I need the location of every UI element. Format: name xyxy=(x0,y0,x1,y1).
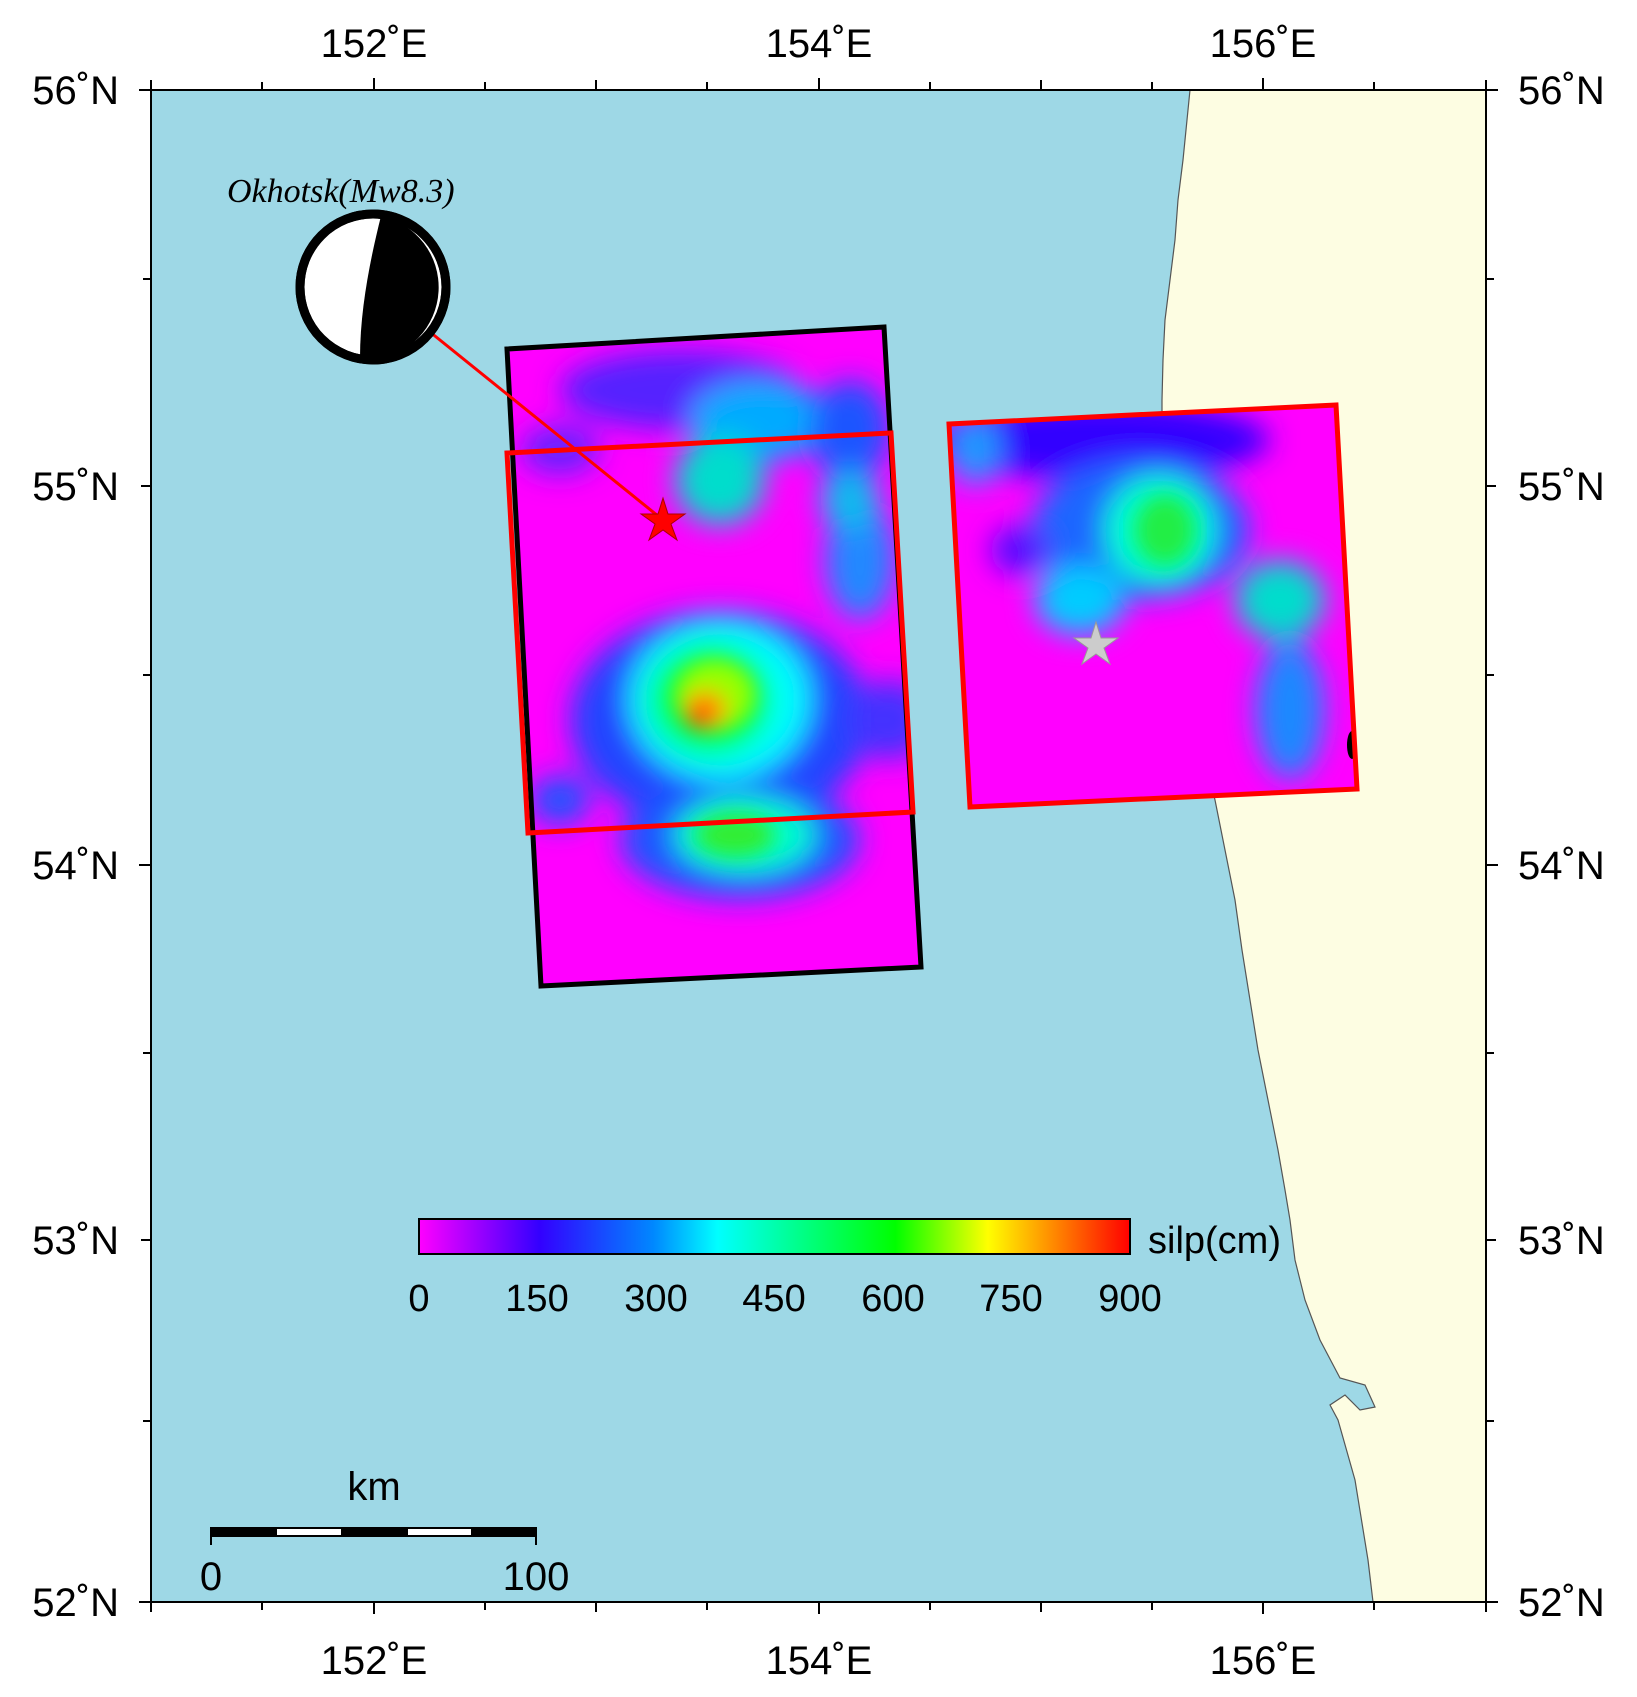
epicenter-star xyxy=(639,496,687,542)
lat-label-right-55: 55˚N xyxy=(1518,465,1605,509)
frame-ticks xyxy=(139,78,1498,1614)
colorbar-tick-450: 450 xyxy=(742,1278,805,1320)
lat-label-left-52: 52˚N xyxy=(32,1581,119,1625)
lat-label-right-54: 54˚N xyxy=(1518,844,1605,888)
lon-label-top-154: 154˚E xyxy=(766,22,873,66)
lon-label-bottom-154: 154˚E xyxy=(766,1639,873,1683)
fault-plane-left xyxy=(504,324,924,989)
event-label: Okhotsk(Mw8.3) xyxy=(227,173,455,210)
fault-outline-right-red xyxy=(946,402,1360,810)
scale-bar-unit: km xyxy=(347,1465,400,1509)
colorbar-tick-900: 900 xyxy=(1098,1278,1161,1320)
scale-bar-start: 0 xyxy=(200,1555,222,1599)
scale-bar: km 0 100 xyxy=(200,1465,570,1599)
scale-bar-end: 100 xyxy=(503,1555,570,1599)
lon-label-top-156: 156˚E xyxy=(1210,22,1317,66)
colorbar: 0 150 300 450 600 750 900 silp(cm) xyxy=(408,1218,1281,1320)
colorbar-tick-300: 300 xyxy=(624,1278,687,1320)
lat-label-left-56: 56˚N xyxy=(32,69,119,113)
colorbar-tick-150: 150 xyxy=(505,1278,568,1320)
colorbar-tick-600: 600 xyxy=(861,1278,924,1320)
lon-label-bottom-152: 152˚E xyxy=(321,1639,428,1683)
focal-mechanism-beachball xyxy=(295,209,451,365)
colorbar-unit-label: silp(cm) xyxy=(1148,1220,1281,1262)
fault-outline-left-red xyxy=(504,430,916,836)
lat-label-right-52: 52˚N xyxy=(1518,1581,1605,1625)
fault-plane-right xyxy=(949,405,1357,807)
colorbar-gradient xyxy=(418,1218,1131,1255)
lat-label-right-53: 53˚N xyxy=(1518,1219,1605,1263)
lat-label-right-56: 56˚N xyxy=(1518,69,1605,113)
colorbar-tick-750: 750 xyxy=(979,1278,1042,1320)
secondary-star xyxy=(1072,620,1120,666)
lat-label-left-53: 53˚N xyxy=(32,1219,119,1263)
beachball-connector xyxy=(429,330,664,522)
lon-label-bottom-156: 156˚E xyxy=(1210,1639,1317,1683)
colorbar-tick-0: 0 xyxy=(408,1278,429,1320)
lat-label-left-54: 54˚N xyxy=(32,844,119,888)
lat-label-left-55: 55˚N xyxy=(32,465,119,509)
lon-label-top-152: 152˚E xyxy=(321,22,428,66)
